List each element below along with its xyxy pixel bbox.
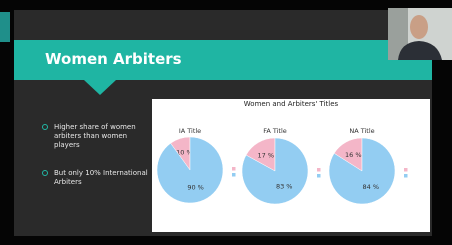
pie-title: IA Title [179,127,201,135]
pie-title: FA Title [263,127,287,135]
webcam [388,8,452,60]
slice-label: 17 % [258,151,275,159]
slide-title: Women Arbiters [45,50,182,68]
slice-label: 83 % [276,183,293,191]
bullet-text: Higher share of women arbiters than wome… [42,123,154,150]
legend-swatch [232,173,236,177]
legend-swatch [404,168,408,172]
screen: Women and Arbiters' Titles IA Title10 %9… [0,0,452,245]
side-window [0,12,10,42]
bullet-text: But only 10% International Arbiters [42,169,154,187]
chart-title: Women and Arbiters' Titles [244,100,339,108]
slice-label: 84 % [362,183,379,191]
slice-label: 90 % [187,183,204,191]
legend-swatch [317,168,321,172]
slice-label: 16 % [345,151,362,159]
pie-title: NA Title [349,127,374,135]
legend-swatch [232,167,236,171]
legend-swatch [317,174,321,178]
legend-swatch [404,174,408,178]
pie-slice [157,137,223,203]
